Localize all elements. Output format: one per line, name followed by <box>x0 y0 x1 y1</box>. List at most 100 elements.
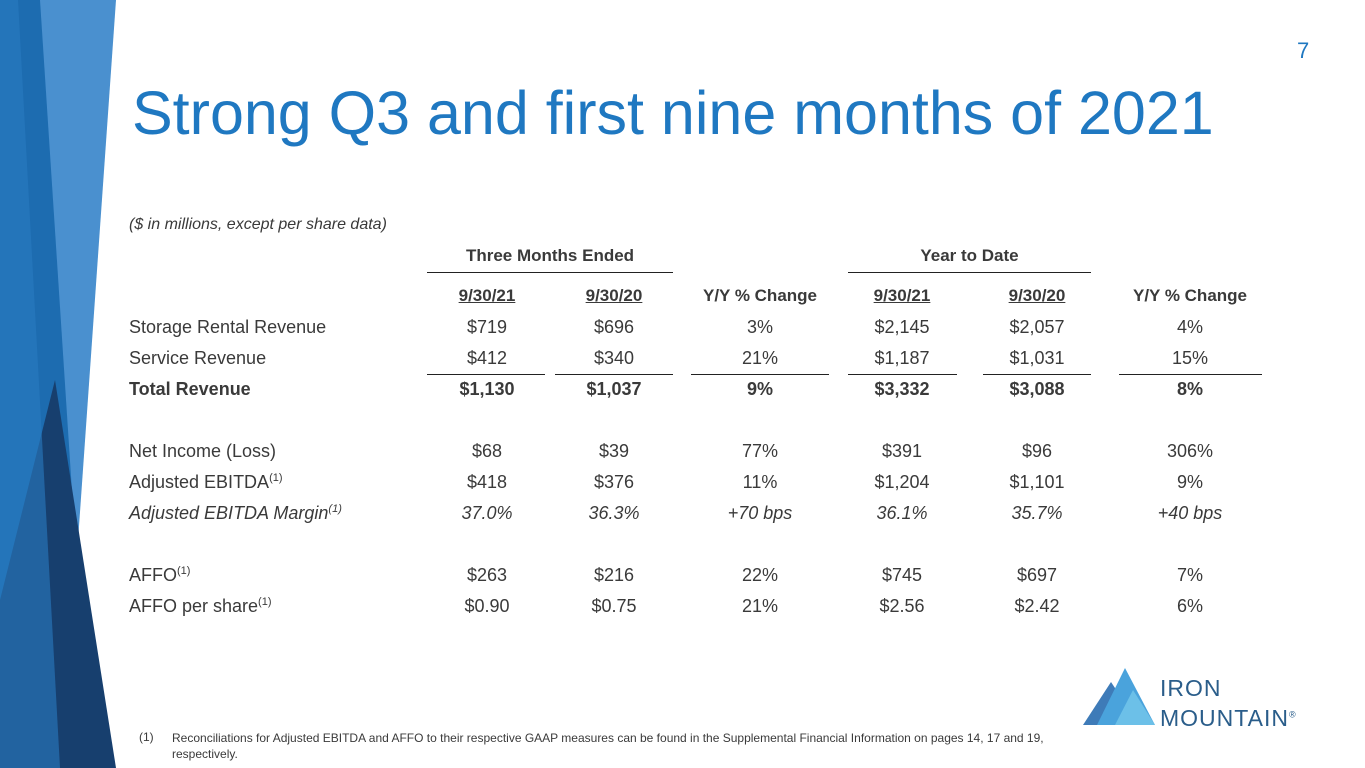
cell: 15% <box>1171 348 1209 368</box>
cell: $697 <box>1016 565 1058 585</box>
footnote-ref: (1) <box>269 472 283 484</box>
footnote-ref: (1) <box>177 565 191 577</box>
total-rule <box>427 374 545 375</box>
cell: 77% <box>741 441 779 461</box>
cell: $1,130 <box>459 379 515 399</box>
table-note: ($ in millions, except per share data) <box>129 216 387 233</box>
cell: $96 <box>1021 441 1053 461</box>
column-header-text: 9/30/20 <box>1008 286 1066 305</box>
cell: $2.42 <box>1014 596 1060 616</box>
row-label-text: AFFO <box>129 565 177 585</box>
total-rule <box>983 374 1091 375</box>
cell: +70 bps <box>727 503 793 523</box>
cell: 37.0% <box>461 503 513 523</box>
group-header: Year to Date <box>920 246 1019 265</box>
logo-mark <box>1083 668 1155 725</box>
cell: $1,031 <box>1009 348 1065 368</box>
cell: 3% <box>746 317 773 337</box>
total-rule <box>848 374 957 375</box>
cell: $1,037 <box>586 379 642 399</box>
logo-text: MOUNTAIN <box>1160 705 1289 731</box>
total-rule <box>555 374 673 375</box>
column-header: 9/30/20 <box>957 286 1117 306</box>
column-header-text: 9/30/20 <box>585 286 643 305</box>
row-label: AFFO(1) <box>129 565 190 586</box>
cell: $2,057 <box>1009 317 1065 337</box>
cell: $696 <box>593 317 635 337</box>
column-header: 9/30/21 <box>822 286 982 306</box>
cell: 35.7% <box>1011 503 1063 523</box>
cell: $1,204 <box>874 472 930 492</box>
cell: $2.56 <box>879 596 925 616</box>
column-header-text: Y/Y % Change <box>703 286 817 305</box>
group-rule <box>427 272 673 273</box>
cell: 36.1% <box>876 503 928 523</box>
column-header: 9/30/21 <box>407 286 567 306</box>
cell: $39 <box>598 441 630 461</box>
cell: 11% <box>742 472 778 492</box>
logo-text: IRON <box>1160 675 1222 701</box>
row-label: Net Income (Loss) <box>129 441 276 462</box>
cell: 306% <box>1166 441 1214 461</box>
column-header-text: 9/30/21 <box>458 286 516 305</box>
cell: $745 <box>881 565 923 585</box>
row-label: Storage Rental Revenue <box>129 317 326 338</box>
cell: 7% <box>1176 565 1203 585</box>
column-header: Y/Y % Change <box>680 286 840 306</box>
footnote-ref: (1) <box>328 503 342 515</box>
column-header: Y/Y % Change <box>1110 286 1270 306</box>
cell: $3,088 <box>1009 379 1065 399</box>
row-label-text: Net Income (Loss) <box>129 441 277 461</box>
cell: $216 <box>593 565 635 585</box>
column-header-text: Y/Y % Change <box>1133 286 1247 305</box>
row-label-text: Service Revenue <box>129 348 267 368</box>
column-header: 9/30/20 <box>534 286 694 306</box>
cell: $2,145 <box>874 317 930 337</box>
cell: $376 <box>593 472 635 492</box>
cell: $1,187 <box>874 348 930 368</box>
column-header-text: 9/30/21 <box>873 286 931 305</box>
cell: +40 bps <box>1157 503 1223 523</box>
side-decoration <box>0 0 116 768</box>
row-label-text: Adjusted EBITDA Margin <box>129 503 329 523</box>
cell: 21% <box>741 596 779 616</box>
logo-registered: ® <box>1288 709 1297 720</box>
cell: 9% <box>746 379 773 399</box>
page-number: 7 <box>1297 38 1310 63</box>
cell: $0.90 <box>464 596 510 616</box>
cell: 22% <box>741 565 779 585</box>
cell: $391 <box>881 441 923 461</box>
cell: $3,332 <box>874 379 930 399</box>
footnote-ref: (1) <box>258 596 272 608</box>
row-label: Service Revenue <box>129 348 266 369</box>
cell: 4% <box>1176 317 1203 337</box>
slide-title: Strong Q3 and first nine months of 2021 <box>132 79 1214 147</box>
cell: $719 <box>466 317 508 337</box>
row-label-text: AFFO per share <box>129 596 259 616</box>
logo-text: MOUNTAIN® <box>1160 705 1297 732</box>
cell: 8% <box>1176 379 1203 399</box>
footnote-marker: (1) <box>139 730 154 744</box>
cell: 9% <box>1176 472 1203 492</box>
total-rule <box>691 374 829 375</box>
total-rule <box>1119 374 1262 375</box>
row-label: Adjusted EBITDA Margin(1) <box>129 503 342 524</box>
row-label: Total Revenue <box>129 379 251 400</box>
footnote-text: Reconciliations for Adjusted EBITDA and … <box>172 731 1044 761</box>
cell: $263 <box>466 565 508 585</box>
group-rule <box>848 272 1091 273</box>
cell: $1,101 <box>1009 472 1065 492</box>
footnote: (1) Reconciliations for Adjusted EBITDA … <box>139 730 1079 762</box>
row-label-text: Total Revenue <box>129 379 251 399</box>
cell: 36.3% <box>588 503 640 523</box>
row-label: AFFO per share(1) <box>129 596 272 617</box>
cell: $412 <box>466 348 508 368</box>
cell: 21% <box>741 348 779 368</box>
row-label-text: Storage Rental Revenue <box>129 317 327 337</box>
cell: 6% <box>1176 596 1203 616</box>
row-label: Adjusted EBITDA(1) <box>129 472 283 493</box>
row-label-text: Adjusted EBITDA <box>129 472 270 492</box>
cell: $340 <box>593 348 635 368</box>
group-header: Three Months Ended <box>465 246 635 265</box>
